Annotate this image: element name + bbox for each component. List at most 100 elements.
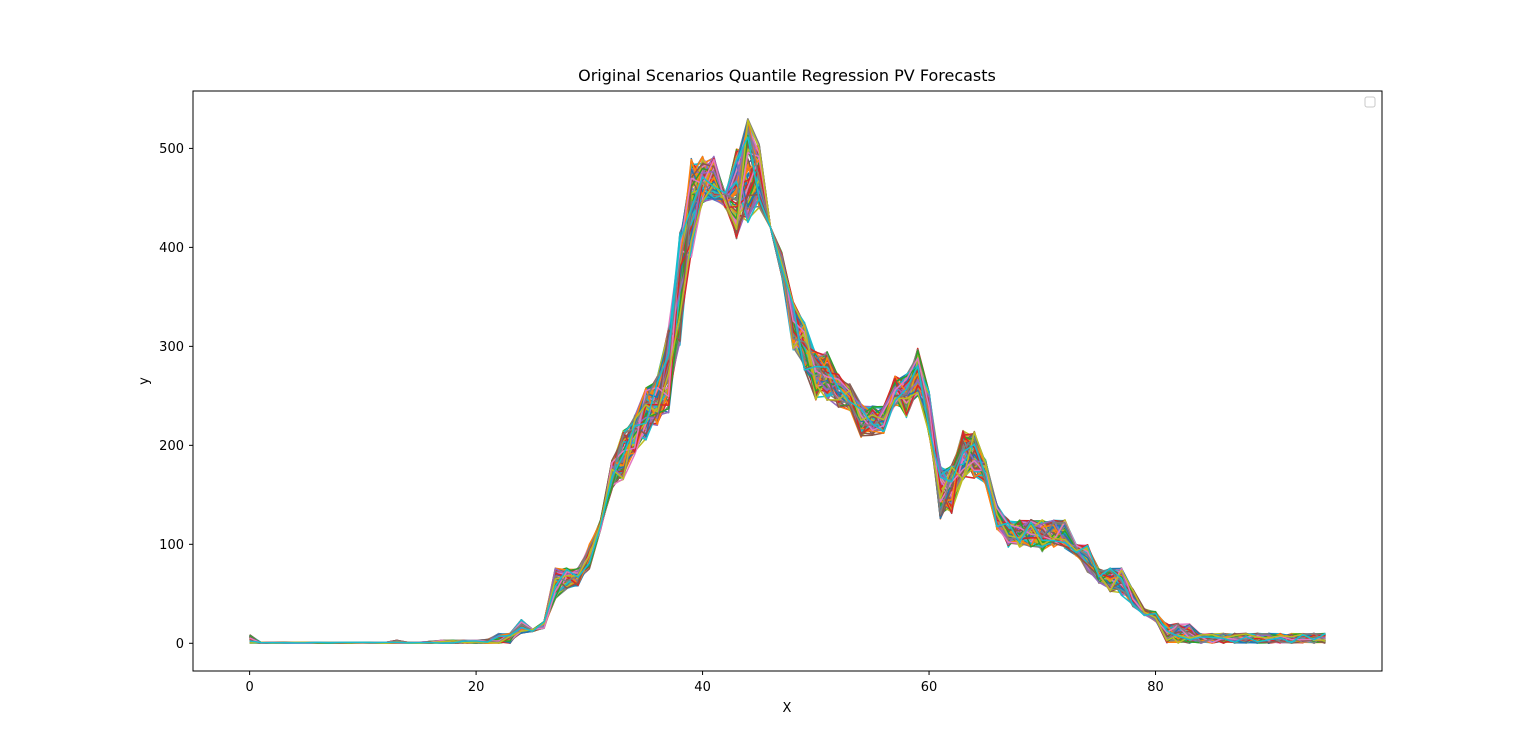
scenario-line-36	[249, 158, 1326, 644]
scenario-line-41	[249, 149, 1326, 644]
x-tick-label: 20	[468, 680, 485, 695]
scenario-line-62	[249, 139, 1326, 644]
scenario-line-29	[249, 161, 1326, 645]
scenario-line-97	[249, 152, 1326, 644]
x-axis-label: X	[783, 701, 792, 716]
scenario-line-72	[249, 157, 1326, 645]
scenario-line-25	[249, 145, 1326, 644]
series-group	[249, 118, 1326, 645]
scenario-line-57	[249, 135, 1326, 645]
scenario-line-88	[249, 185, 1326, 645]
scenario-line-21	[249, 157, 1326, 644]
scenario-line-32	[249, 131, 1326, 644]
scenario-line-5	[249, 136, 1326, 645]
scenario-line-23	[249, 148, 1326, 645]
scenario-line-79	[249, 148, 1326, 644]
scenario-line-61	[249, 163, 1326, 644]
scenario-line-45	[249, 118, 1326, 645]
y-tick-label: 100	[159, 538, 184, 553]
scenario-line-46	[249, 149, 1326, 644]
scenario-line-40	[249, 136, 1326, 645]
scenario-line-53	[249, 129, 1326, 644]
scenario-line-6	[249, 160, 1326, 645]
scenario-line-50	[249, 132, 1326, 644]
scenario-line-89	[249, 161, 1326, 644]
scenario-line-82	[249, 120, 1326, 645]
scenario-line-44	[249, 127, 1326, 644]
scenario-line-3	[249, 126, 1326, 644]
scenario-line-83	[249, 160, 1326, 645]
scenario-line-39	[249, 154, 1326, 644]
scenario-line-42	[249, 171, 1326, 644]
y-tick-label: 200	[159, 439, 184, 454]
scenario-line-28	[249, 138, 1326, 644]
scenario-line-48	[249, 133, 1326, 645]
scenario-line-52	[249, 140, 1326, 644]
scenario-line-91	[249, 162, 1326, 644]
scenario-line-17	[249, 156, 1326, 644]
scenario-line-30	[249, 173, 1326, 644]
scenario-line-69	[249, 155, 1326, 645]
y-tick-label: 500	[159, 142, 184, 157]
y-tick-label: 0	[176, 637, 184, 652]
scenario-line-68	[249, 147, 1326, 644]
scenario-line-77	[249, 124, 1326, 644]
x-tick-label: 40	[694, 680, 711, 695]
scenario-line-51	[249, 161, 1326, 644]
scenario-line-56	[249, 151, 1326, 645]
scenario-line-9	[249, 122, 1326, 645]
scenario-line-59	[249, 118, 1326, 644]
scenario-line-96	[249, 162, 1326, 645]
scenario-line-12	[249, 158, 1326, 644]
scenario-line-87	[249, 156, 1326, 644]
scenario-line-81	[249, 120, 1326, 644]
scenario-line-15	[249, 160, 1326, 644]
scenario-line-73	[249, 148, 1326, 644]
scenario-line-63	[249, 147, 1326, 645]
scenario-line-4	[249, 126, 1326, 644]
scenario-line-93	[249, 134, 1326, 644]
scenario-line-54	[249, 156, 1326, 644]
scenario-line-85	[249, 129, 1326, 645]
scenario-line-75	[249, 119, 1326, 644]
scenario-line-10	[249, 164, 1326, 645]
scenario-line-80	[249, 137, 1326, 644]
scenario-line-35	[249, 138, 1326, 644]
plot-area	[192, 90, 1383, 672]
scenario-line-22	[249, 148, 1326, 644]
scenario-line-1	[249, 151, 1326, 644]
scenario-line-84	[249, 164, 1326, 644]
scenario-line-2	[249, 169, 1326, 644]
scenario-line-24	[249, 138, 1326, 644]
scenario-line-26	[249, 144, 1326, 644]
scenario-line-99	[249, 119, 1326, 645]
scenario-line-92	[249, 158, 1326, 645]
scenario-line-60	[249, 128, 1326, 645]
scenario-line-94	[249, 157, 1326, 644]
scenario-line-27	[249, 155, 1326, 644]
scenario-line-64	[249, 167, 1326, 645]
chart-title: Original Scenarios Quantile Regression P…	[578, 66, 996, 85]
scenario-line-11	[249, 164, 1326, 645]
scenario-line-43	[249, 133, 1326, 644]
scenario-line-90	[249, 180, 1326, 644]
scenario-line-49	[249, 166, 1326, 644]
axes-frame	[192, 90, 1383, 672]
x-tick-label: 80	[1147, 680, 1164, 695]
scenario-line-67	[249, 146, 1326, 644]
scenario-line-16	[249, 154, 1326, 644]
scenario-line-38	[249, 155, 1326, 644]
scenario-line-14	[249, 140, 1326, 645]
x-axis: 0 20 40 60 80	[245, 671, 1164, 695]
scenario-line-7	[249, 119, 1326, 645]
scenario-line-33	[249, 134, 1326, 644]
scenario-line-70	[249, 127, 1326, 644]
y-axis-label: y	[137, 377, 152, 385]
legend	[1364, 96, 1376, 108]
scenario-line-66	[249, 183, 1326, 645]
scenario-line-37	[249, 160, 1326, 645]
scenario-line-78	[249, 118, 1326, 644]
legend-marker	[1364, 96, 1376, 108]
